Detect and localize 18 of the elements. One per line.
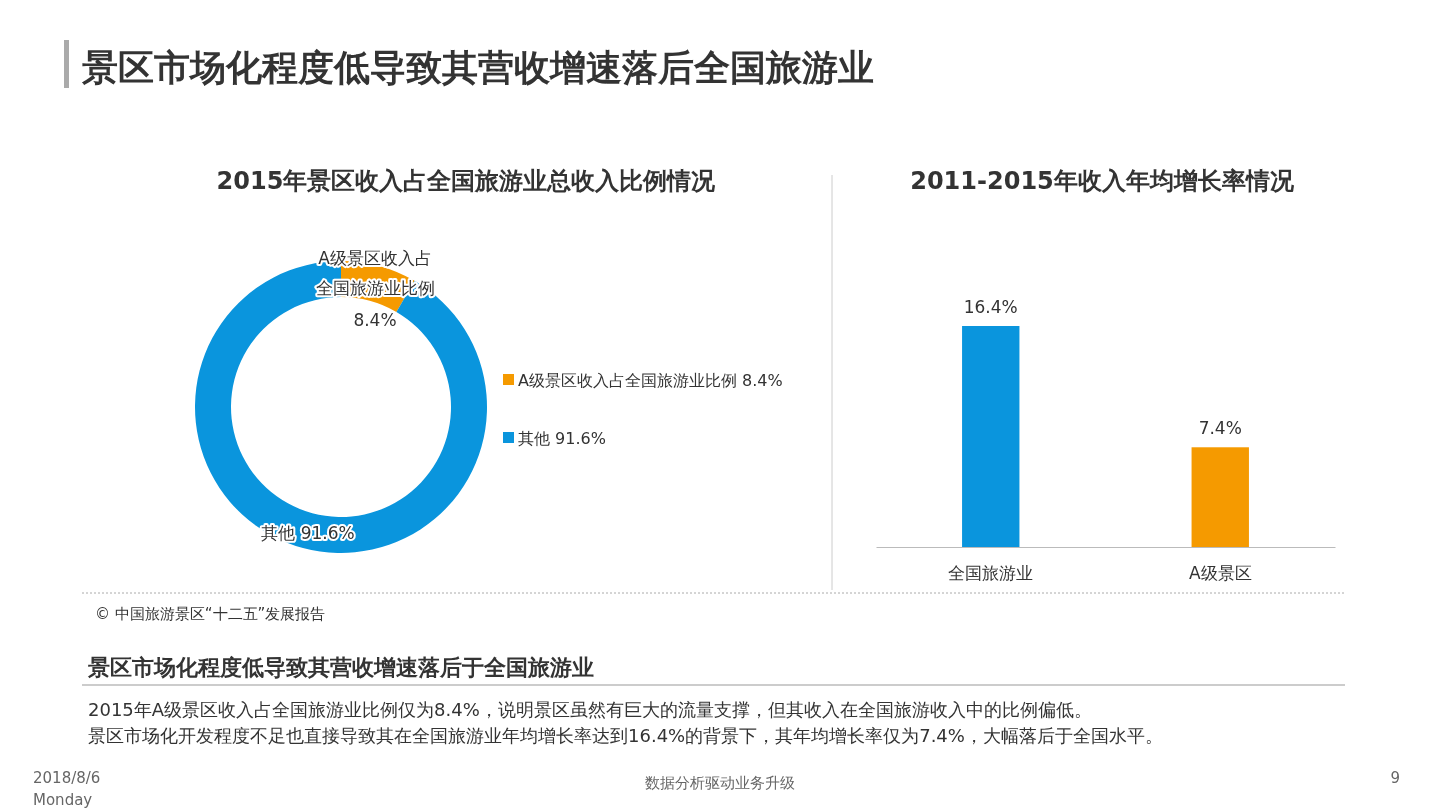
text: 景区市场化程度低导致其营收增速落后全国旅游业 xyxy=(81,47,874,88)
data-label: 7.4% xyxy=(1198,418,1242,439)
text: 2015年A级景区收入占全国旅游业比例仅为8.4%，说明景区虽然有巨大的流量支撑，但其收入在全国旅游收入中的比例偏低。 xyxy=(88,699,1092,720)
chart-title: 2011-2015年收入年均增长率情况 xyxy=(910,167,1295,195)
data-label: 16.4% xyxy=(963,297,1018,317)
text: Monday xyxy=(33,791,93,809)
text: 2018/8/6 xyxy=(33,769,101,787)
chart-title: 2015年景区收入占全国旅游业总收入比例情况 xyxy=(216,167,717,195)
text: 景区市场化程度低导致其营收增速落后于全国旅游业 xyxy=(87,655,594,680)
x-tick-label: 全国旅游业 xyxy=(948,563,1034,584)
x-tick-label: A级景区 xyxy=(1188,563,1252,584)
text: 9 xyxy=(1390,769,1400,787)
category-label: A级景区收入占全国旅游业比例 8.4% xyxy=(518,371,783,390)
text: © 中国旅游景区“十二五”发展报告 xyxy=(95,605,326,623)
text: 景区市场化开发程度不足也直接导致其在全国旅游业年均增长率达到16.4%的背景下，其年均增长率仅为7.4%，大幅落后于全国水平。 xyxy=(88,725,1163,746)
data-label: 8.4% xyxy=(353,310,397,330)
legend-label: 其他 91.6% xyxy=(518,429,606,448)
text: 数据分析驱动业务升级 xyxy=(645,774,795,792)
